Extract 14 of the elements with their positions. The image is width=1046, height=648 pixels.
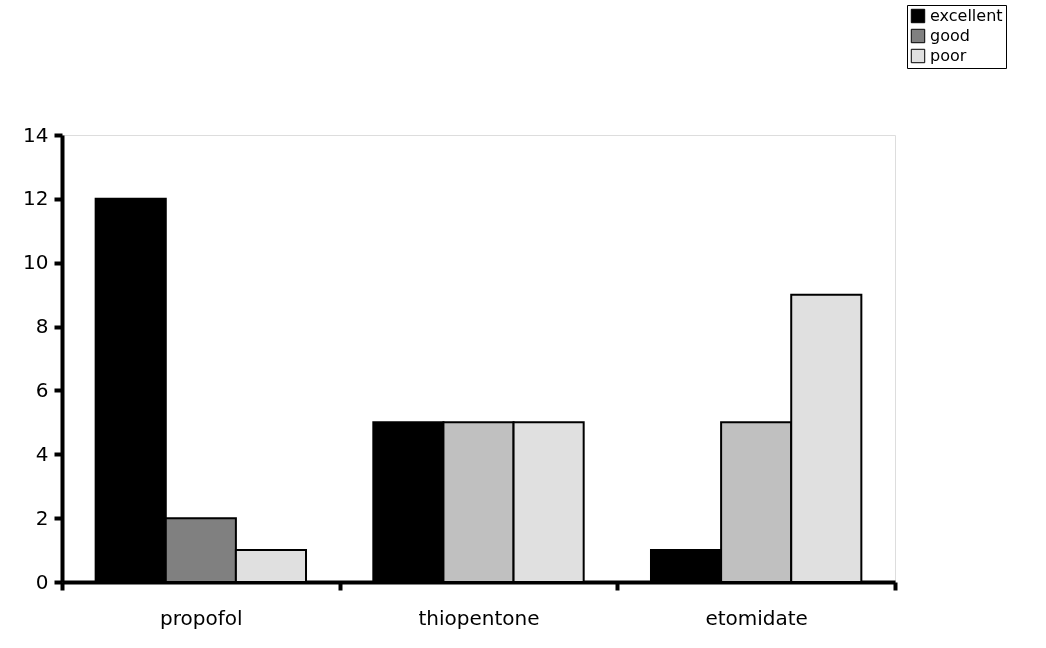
y-tick-label: 14 [23, 122, 49, 147]
y-tick-label: 10 [23, 250, 49, 275]
y-tick-label: 12 [23, 186, 49, 211]
legend-label: good [930, 26, 970, 45]
y-tick-label: 8 [35, 314, 49, 339]
x-tick-label: etomidate [705, 605, 808, 630]
x-tick-label: thiopentone [418, 605, 540, 630]
y-tick-label: 4 [35, 441, 49, 466]
y-tick-label: 6 [35, 377, 49, 402]
y-tick-label: 0 [35, 569, 49, 594]
legend-label: poor [930, 46, 967, 65]
legend-label: excellent [930, 6, 1003, 25]
y-tick-label: 2 [35, 505, 49, 530]
x-tick-label: propofol [160, 605, 243, 630]
